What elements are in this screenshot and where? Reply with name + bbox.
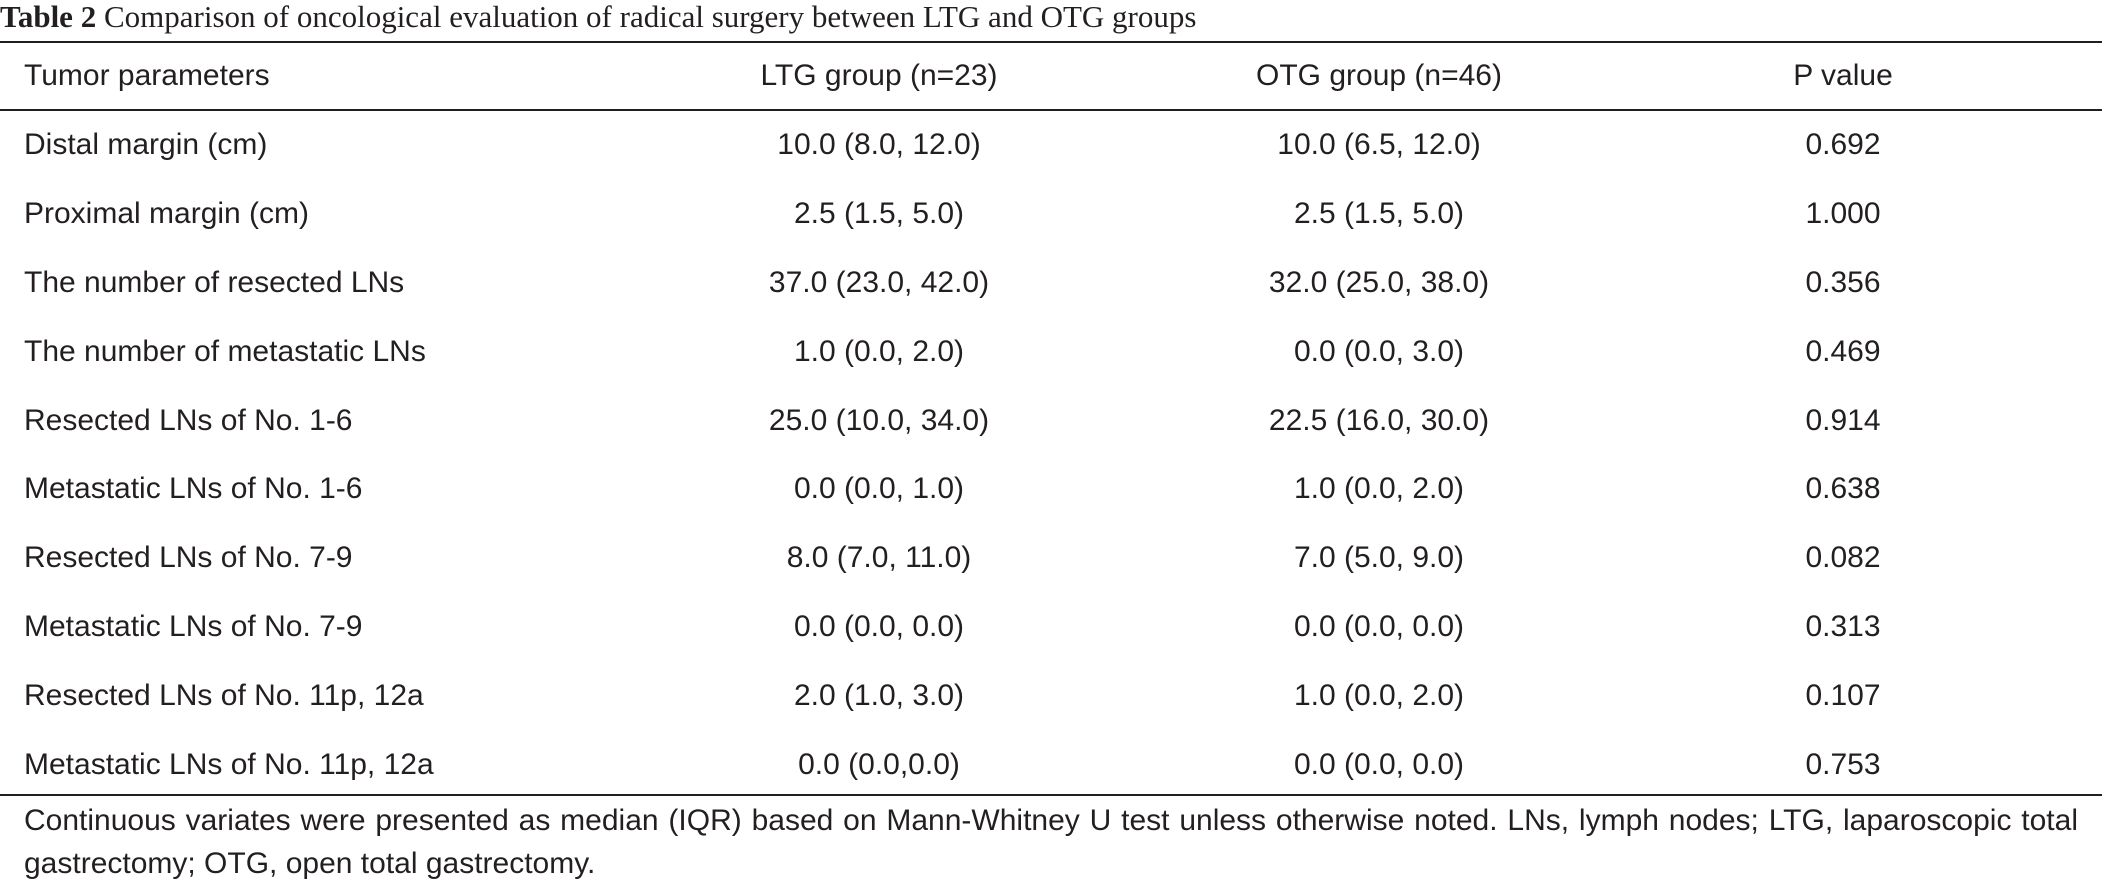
table-cell: 0.0 (0.0, 0.0) <box>793 609 965 643</box>
table-cell: 10.0 (6.5, 12.0) <box>1277 128 1481 162</box>
table-cell: 0.914 <box>1805 403 1881 437</box>
comparison-table: Tumor parameters LTG group (n=23) OTG gr… <box>0 43 2102 799</box>
table-row: Resected LNs of No. 7-9 8.0 (7.0, 11.0) … <box>0 524 2102 593</box>
table-cell: 0.0 (0.0,0.0) <box>798 747 960 781</box>
table-cell: 0.082 <box>1805 541 1881 575</box>
table-cell: 25.0 (10.0, 34.0) <box>768 403 990 437</box>
table-cell: 2.0 (1.0, 3.0) <box>793 678 965 712</box>
table-cell: 0.692 <box>1805 128 1881 162</box>
table-cell: 32.0 (25.0, 38.0) <box>1268 265 1490 299</box>
table-row: Distal margin (cm) 10.0 (8.0, 12.0) 10.0… <box>0 109 2102 180</box>
table-row: Resected LNs of No. 1-6 25.0 (10.0, 34.0… <box>0 386 2102 455</box>
table-cell: 0.0 (0.0, 1.0) <box>793 472 965 506</box>
table-cell: 0.0 (0.0, 3.0) <box>1293 334 1465 368</box>
table-cell: Distal margin (cm) <box>24 128 268 162</box>
table-row: Resected LNs of No. 11p, 12a 2.0 (1.0, 3… <box>0 661 2102 730</box>
table-cell: 0.0 (0.0, 0.0) <box>1293 609 1465 643</box>
table-cell: 1.000 <box>1805 197 1881 231</box>
table-cell: The number of resected LNs <box>24 265 405 299</box>
table-cell: 0.753 <box>1805 747 1881 781</box>
header-row: Tumor parameters LTG group (n=23) OTG gr… <box>0 43 2102 109</box>
table-cell: Metastatic LNs of No. 1-6 <box>24 472 363 506</box>
table-row: The number of resected LNs 37.0 (23.0, 4… <box>0 249 2102 318</box>
table-row: Metastatic LNs of No. 11p, 12a 0.0 (0.0,… <box>0 730 2102 799</box>
table-cell: 1.0 (0.0, 2.0) <box>1293 678 1465 712</box>
table-cell: 0.638 <box>1805 472 1881 506</box>
header-cell: P value <box>1793 59 1893 92</box>
table-row: Metastatic LNs of No. 1-6 0.0 (0.0, 1.0)… <box>0 455 2102 524</box>
table-cell: 22.5 (16.0, 30.0) <box>1268 403 1490 437</box>
table-cell: 10.0 (8.0, 12.0) <box>777 128 981 162</box>
table-row: Proximal margin (cm) 2.5 (1.5, 5.0) 2.5 … <box>0 180 2102 249</box>
header-cell: OTG group (n=46) <box>1256 59 1502 92</box>
table-cell: 1.0 (0.0, 2.0) <box>793 334 965 368</box>
table-cell: Metastatic LNs of No. 11p, 12a <box>24 747 434 781</box>
table-cell: 7.0 (5.0, 9.0) <box>1293 541 1465 575</box>
table-cell: Resected LNs of No. 7-9 <box>24 541 353 575</box>
table-footnote: Continuous variates were presented as me… <box>24 804 2078 880</box>
table-cell: 0.356 <box>1805 265 1881 299</box>
table-cell: 0.469 <box>1805 334 1881 368</box>
table-row: The number of metastatic LNs 1.0 (0.0, 2… <box>0 317 2102 386</box>
table-cell: Resected LNs of No. 1-6 <box>24 403 353 437</box>
table-cell: 2.5 (1.5, 5.0) <box>793 197 965 231</box>
table-cell: 8.0 (7.0, 11.0) <box>786 541 972 575</box>
table-cell: 0.313 <box>1805 609 1881 643</box>
table-cell: 1.0 (0.0, 2.0) <box>1293 472 1465 506</box>
table-cell: Resected LNs of No. 11p, 12a <box>24 678 424 712</box>
table-title: Comparison of oncological evaluation of … <box>103 0 1197 34</box>
table-cell: Proximal margin (cm) <box>24 197 310 231</box>
table-row: Metastatic LNs of No. 7-9 0.0 (0.0, 0.0)… <box>0 593 2102 662</box>
table-cell: 2.5 (1.5, 5.0) <box>1293 197 1465 231</box>
table-cell: The number of metastatic LNs <box>24 334 426 368</box>
table-cell: 0.0 (0.0, 0.0) <box>1293 747 1465 781</box>
bottom-rule <box>0 794 2102 796</box>
table-cell: 37.0 (23.0, 42.0) <box>768 265 990 299</box>
table-cell: 0.107 <box>1805 678 1881 712</box>
header-cell: Tumor parameters <box>24 59 270 92</box>
table-cell: Metastatic LNs of No. 7-9 <box>24 609 363 643</box>
table-caption: Table 2 Comparison of oncological evalua… <box>0 0 1196 40</box>
header-cell: LTG group (n=23) <box>760 59 998 92</box>
table-label: Table 2 <box>0 0 97 34</box>
header-rule <box>0 109 2102 111</box>
top-rule <box>0 41 2102 43</box>
